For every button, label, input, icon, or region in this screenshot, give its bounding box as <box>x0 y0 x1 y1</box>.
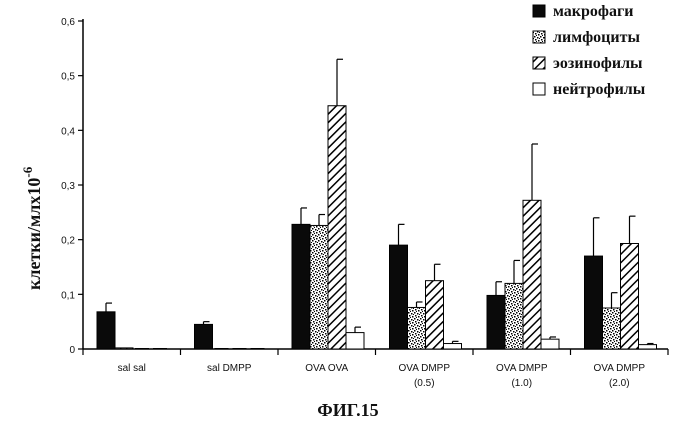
category-label: OVA DMPP <box>594 363 646 374</box>
bar-нейтрофилы <box>541 339 559 349</box>
y-axis-label: клетки/млх10-6 <box>20 166 44 290</box>
bar-лимфоциты <box>408 307 426 349</box>
y-axis-label-exponent: -6 <box>20 166 35 177</box>
y-tick-label: 0 <box>69 345 75 356</box>
category-label: OVA OVA <box>305 363 348 374</box>
bar-нейтрофилы <box>346 333 364 349</box>
bar-макрофаги <box>195 324 213 349</box>
y-tick-label: 0,3 <box>61 181 75 192</box>
category-label: OVA DMPP <box>496 363 548 374</box>
bar-эозинофилы <box>621 243 639 349</box>
category-label-dose: (1.0) <box>511 378 532 389</box>
bar-лимфоциты <box>603 308 621 349</box>
legend-label: эозинофилы <box>553 55 643 72</box>
bar-эозинофилы <box>328 106 346 349</box>
bar-макрофаги <box>390 245 408 349</box>
category-label: sal DMPP <box>207 363 252 374</box>
y-tick-label: 0,2 <box>61 236 75 247</box>
bar-лимфоциты <box>505 283 523 349</box>
bar-эозинофилы <box>426 281 444 349</box>
bar-лимфоциты <box>310 225 328 349</box>
y-tick-label: 0,5 <box>61 72 75 83</box>
bar-лимфоциты <box>115 348 133 349</box>
bar-макрофаги <box>292 224 310 349</box>
figure-label: ФИГ.15 <box>317 400 378 420</box>
y-tick-label: 0,4 <box>61 126 75 137</box>
bar-нейтрофилы <box>639 345 657 349</box>
plot-area: 0 0,1 0,2 0,3 0,4 0,5 0,6 sal sal sal DMPP OVA OV… <box>61 3 668 389</box>
legend-swatch <box>533 83 545 95</box>
category-label-dose: (0.5) <box>414 378 435 389</box>
bar-макрофаги <box>487 295 505 349</box>
bar-макрофаги <box>585 256 603 349</box>
category-label-dose: (2.0) <box>609 378 630 389</box>
y-tick-label: 0,6 <box>61 17 75 28</box>
legend-swatch <box>533 57 545 69</box>
category-label: OVA DMPP <box>399 363 451 374</box>
legend-swatch <box>533 5 545 17</box>
bar-нейтрофилы <box>444 344 462 349</box>
legend-swatch <box>533 31 545 43</box>
bar-эозинофилы <box>523 200 541 349</box>
legend-label: нейтрофилы <box>553 81 646 98</box>
category-label: sal sal <box>118 363 146 374</box>
y-tick-label: 0,1 <box>61 290 75 301</box>
legend-label: лимфоциты <box>553 29 640 46</box>
legend-label: макрофаги <box>553 3 633 20</box>
bar-макрофаги <box>97 312 115 349</box>
